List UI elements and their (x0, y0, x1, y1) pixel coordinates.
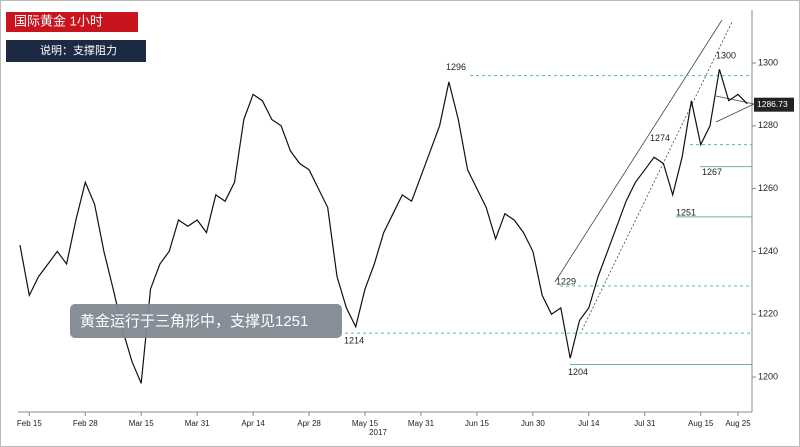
x-tick-label: Jun 30 (521, 419, 546, 428)
level-label: 1267 (702, 167, 722, 177)
x-tick-label: Mar 31 (185, 419, 210, 428)
x-sublabel: 2017 (369, 428, 387, 437)
trend-lines (554, 19, 755, 331)
channel-lower (581, 21, 733, 331)
x-tick-label: Aug 25 (725, 419, 751, 428)
title-box (6, 12, 138, 32)
y-tick-label: 1280 (758, 120, 778, 130)
level-label: 1204 (568, 367, 588, 377)
x-tick-label: Jul 14 (578, 419, 600, 428)
triangle-bottom (715, 103, 755, 123)
x-tick-label: Jul 31 (634, 419, 656, 428)
last-price: 1286.73 (757, 99, 788, 109)
y-tick-label: 1300 (758, 57, 778, 67)
level-label: 1274 (650, 133, 670, 143)
level-label: 1300 (716, 50, 736, 60)
price-line (19, 69, 748, 384)
annotation-box (70, 304, 342, 338)
y-tick-label: 1220 (758, 309, 778, 319)
x-tick-label: Jun 15 (465, 419, 490, 428)
triangle-top (715, 95, 755, 105)
subtitle-box (6, 40, 146, 62)
x-tick-label: Apr 28 (297, 419, 321, 428)
y-tick-label: 1200 (758, 371, 778, 381)
x-tick-label: Feb 15 (17, 419, 42, 428)
chart-title: 国际黄金 1小时 (14, 13, 103, 28)
y-tick-label: 1240 (758, 246, 778, 256)
x-tick-label: Aug 15 (688, 419, 714, 428)
last-price-box (754, 97, 794, 112)
level-label: 1251 (676, 207, 696, 217)
x-tick-label: Feb 28 (73, 419, 98, 428)
x-tick-label: May 15 (352, 419, 379, 428)
x-tick-label: Mar 15 (129, 419, 154, 428)
chart-subtitle: 说明：支撑阻力 (40, 43, 117, 57)
level-label: 1229 (556, 276, 576, 286)
x-tick-label: Apr 14 (241, 419, 265, 428)
y-tick-label: 1260 (758, 183, 778, 193)
x-tick-label: May 31 (408, 419, 435, 428)
level-label: 1214 (344, 335, 364, 345)
channel-upper (554, 19, 723, 283)
annotation: 黄金运行于三角形中，支撑见1251 (80, 313, 308, 330)
level-label: 1296 (446, 62, 466, 72)
plot: 1200 1220 1240 1260 1280 1300 1296 1300 1274 1267… (17, 50, 794, 428)
